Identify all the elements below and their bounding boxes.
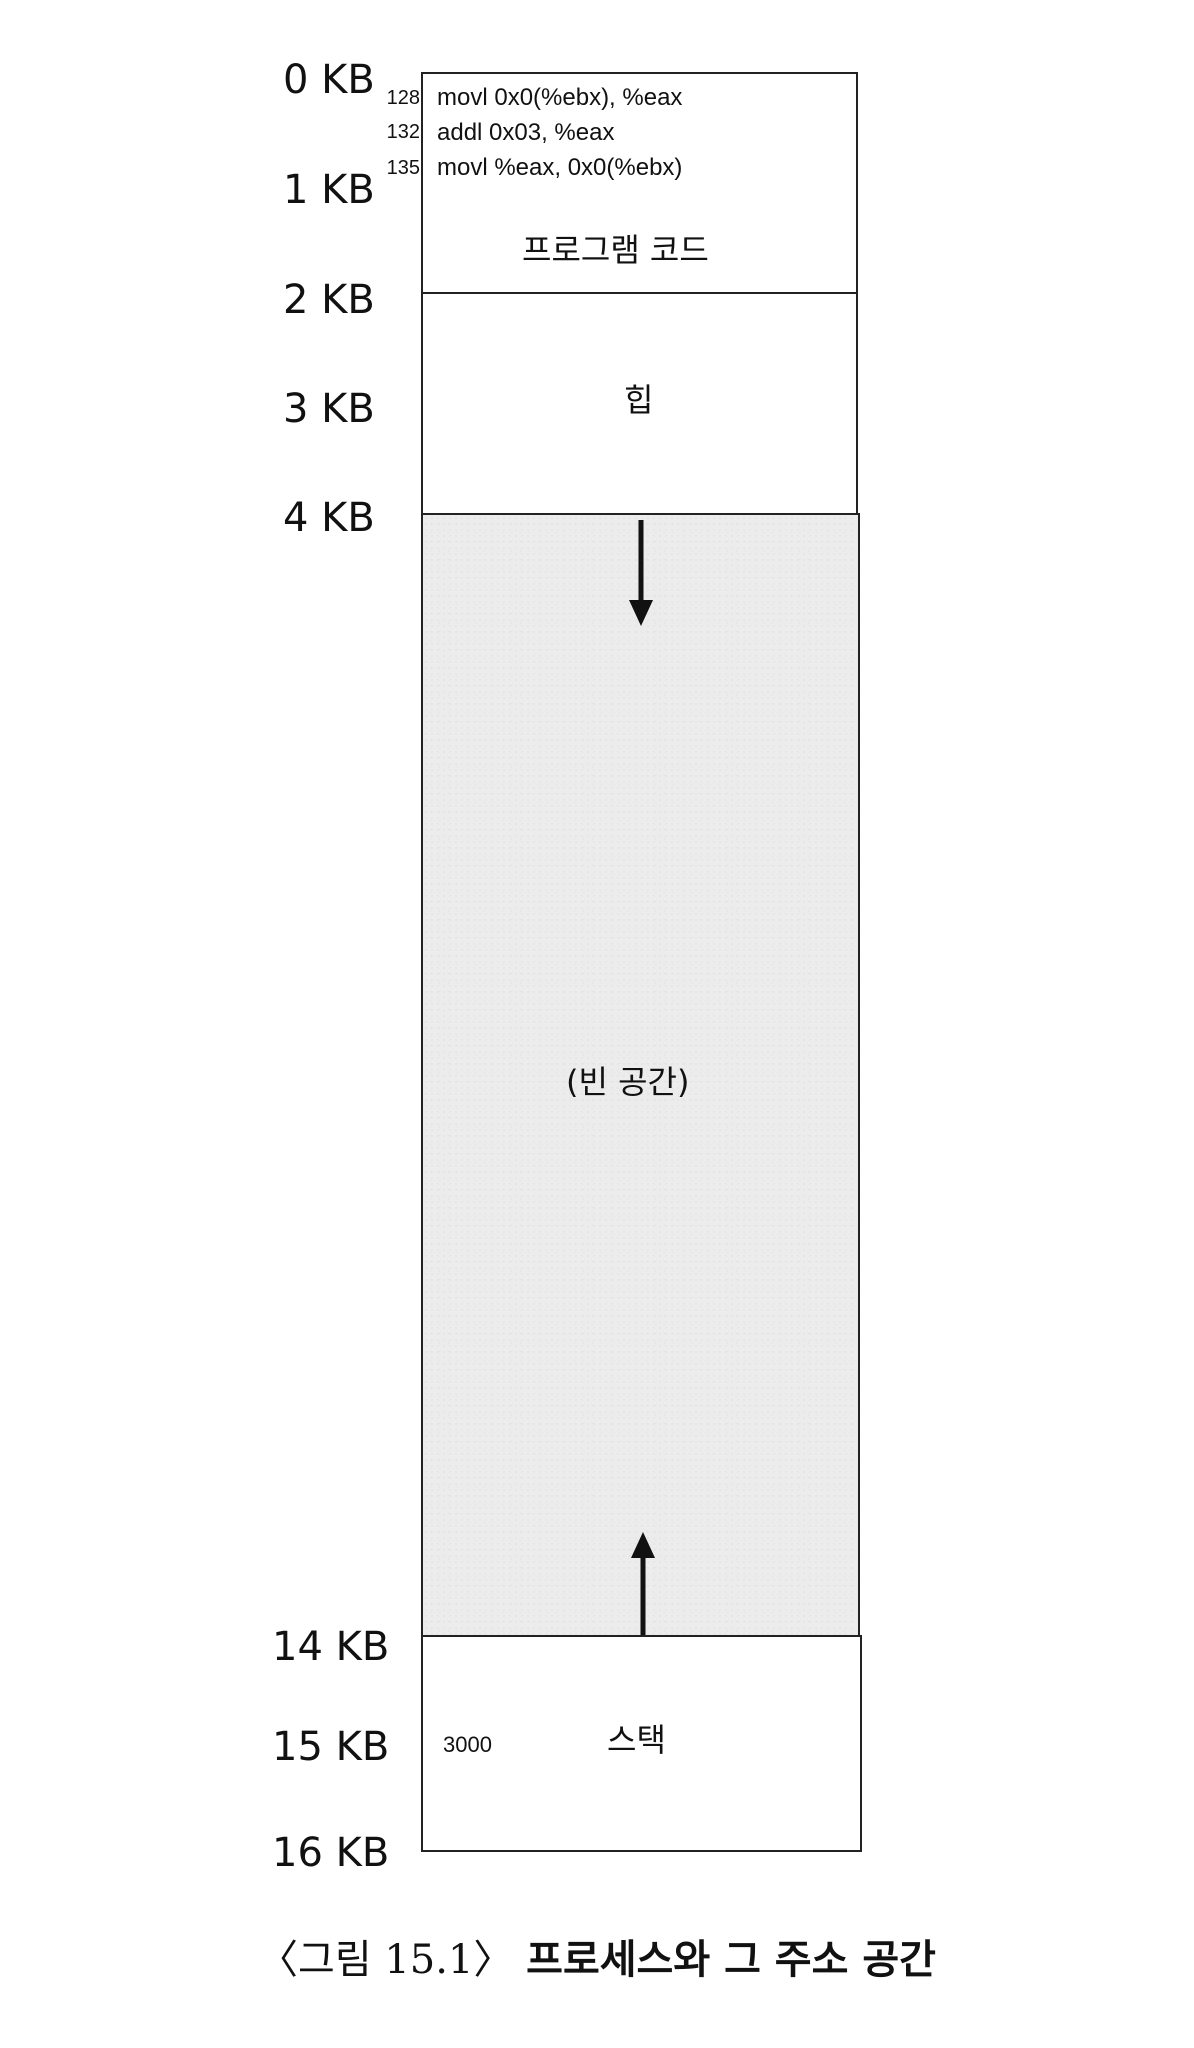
stack-value: 3000 (443, 1732, 492, 1757)
instruction-address-135: 135 (386, 157, 420, 179)
stack-label: 스택 (607, 1721, 666, 1759)
address-label-1kb: 1 KB (283, 167, 375, 213)
free-space-region (421, 513, 860, 1637)
instruction-text-135: movl %eax, 0x0(%ebx) (437, 154, 683, 181)
instruction-address-128: 128 (386, 87, 420, 109)
free-space-label: (빈 공간) (566, 1063, 690, 1101)
instruction-address-132: 132 (386, 121, 420, 143)
caption-figure-number: 〈그림 15.1〉 (258, 1937, 514, 1983)
address-label-15kb: 15 KB (272, 1724, 390, 1770)
address-label-3kb: 3 KB (283, 386, 375, 432)
address-label-2kb: 2 KB (283, 277, 375, 323)
address-label-4kb: 4 KB (283, 495, 375, 541)
address-label-0kb: 0 KB (283, 57, 375, 103)
program-code-region (421, 72, 858, 294)
stack-growth-arrow (631, 1532, 655, 1635)
heap-region (421, 292, 858, 515)
heap-label: 힙 (624, 381, 654, 419)
instruction-text-132: addl 0x03, %eax (437, 119, 615, 146)
instruction-text-128: movl 0x0(%ebx), %eax (437, 84, 683, 111)
stack-region (421, 1635, 862, 1852)
caption-title: 프로세스와 그 주소 공간 (526, 1936, 936, 1983)
heap-growth-arrow (629, 520, 653, 626)
address-label-14kb: 14 KB (272, 1624, 390, 1670)
figure-caption: 〈그림 15.1〉 프로세스와 그 주소 공간 (0, 1937, 1194, 1983)
program-code-label: 프로그램 코드 (522, 231, 709, 269)
address-label-16kb: 16 KB (272, 1830, 390, 1876)
